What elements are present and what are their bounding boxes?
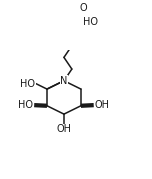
Text: HO: HO bbox=[83, 17, 98, 27]
Text: HO: HO bbox=[20, 79, 35, 89]
Text: N: N bbox=[60, 76, 68, 86]
Text: HO: HO bbox=[18, 100, 33, 110]
Text: OH: OH bbox=[56, 124, 71, 134]
Text: O: O bbox=[79, 3, 87, 13]
Text: OH: OH bbox=[94, 100, 109, 110]
